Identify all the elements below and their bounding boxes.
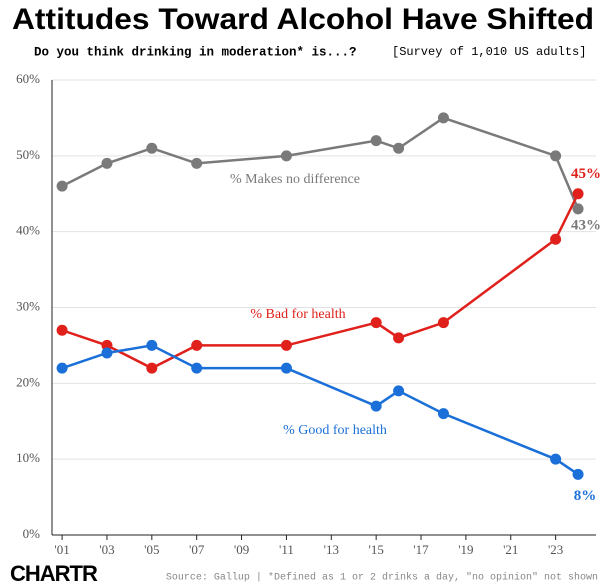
data-point	[550, 233, 562, 245]
y-tick-label: 0%	[23, 526, 41, 541]
y-tick-label: 40%	[16, 223, 40, 238]
series-label: % Makes no difference	[230, 172, 360, 187]
data-point	[393, 332, 405, 344]
x-tick-label: '11	[279, 542, 294, 557]
series-line	[61, 344, 579, 476]
survey-note: [Survey of 1,010 US adults]	[392, 45, 586, 59]
data-point	[437, 408, 449, 420]
series-line	[61, 116, 580, 210]
x-tick-label: '09	[234, 542, 249, 557]
series-label: % Bad for health	[250, 307, 345, 322]
x-tick-label: '19	[458, 542, 473, 557]
x-tick-label: '05	[144, 542, 159, 557]
series-line	[61, 193, 580, 370]
data-point	[146, 339, 158, 351]
value-label: 8%	[574, 488, 597, 504]
x-tick-label: '15	[368, 542, 383, 557]
y-tick-label: 20%	[16, 374, 40, 389]
x-tick-label: '23	[548, 542, 563, 557]
value-label: 43%	[571, 217, 601, 233]
logo: CHARTR	[10, 561, 98, 586]
data-point	[101, 157, 113, 169]
data-point	[146, 362, 158, 374]
data-point	[393, 142, 405, 154]
data-point	[191, 157, 203, 169]
data-point	[370, 317, 382, 329]
data-point	[56, 362, 68, 374]
data-point	[280, 362, 292, 374]
data-point	[550, 453, 562, 465]
data-point	[56, 324, 68, 336]
data-point	[572, 188, 584, 200]
data-point	[437, 317, 449, 329]
data-point	[280, 339, 292, 351]
chart-subtitle: Do you think drinking in moderation* is.…	[34, 45, 357, 59]
data-point	[146, 142, 158, 154]
data-point	[280, 150, 292, 162]
data-point	[393, 385, 405, 397]
value-label: 45%	[571, 166, 601, 182]
x-tick-label: '17	[413, 542, 429, 557]
data-point	[550, 150, 562, 162]
chart-title: Attitudes Toward Alcohol Have Shifted	[12, 3, 594, 36]
data-point	[370, 135, 382, 147]
data-point	[101, 339, 113, 351]
data-point	[56, 180, 68, 192]
data-point	[437, 112, 449, 124]
x-tick-label: '13	[324, 542, 339, 557]
y-tick-label: 30%	[16, 298, 40, 313]
series-label: % Good for health	[283, 423, 387, 438]
y-tick-label: 10%	[16, 450, 40, 465]
data-point	[101, 347, 113, 359]
data-point	[370, 400, 382, 412]
data-point	[572, 203, 584, 215]
y-tick-label: 60%	[16, 71, 40, 86]
data-point	[191, 362, 203, 374]
x-tick-label: '21	[503, 542, 518, 557]
x-tick-label: '07	[189, 542, 205, 557]
source: Source: Gallup | *Defined as 1 or 2 drin…	[166, 572, 598, 584]
y-tick-label: 50%	[16, 147, 40, 162]
data-point	[572, 468, 584, 480]
data-point	[191, 339, 203, 351]
x-tick-label: '03	[99, 542, 114, 557]
x-tick-label: '01	[54, 542, 69, 557]
